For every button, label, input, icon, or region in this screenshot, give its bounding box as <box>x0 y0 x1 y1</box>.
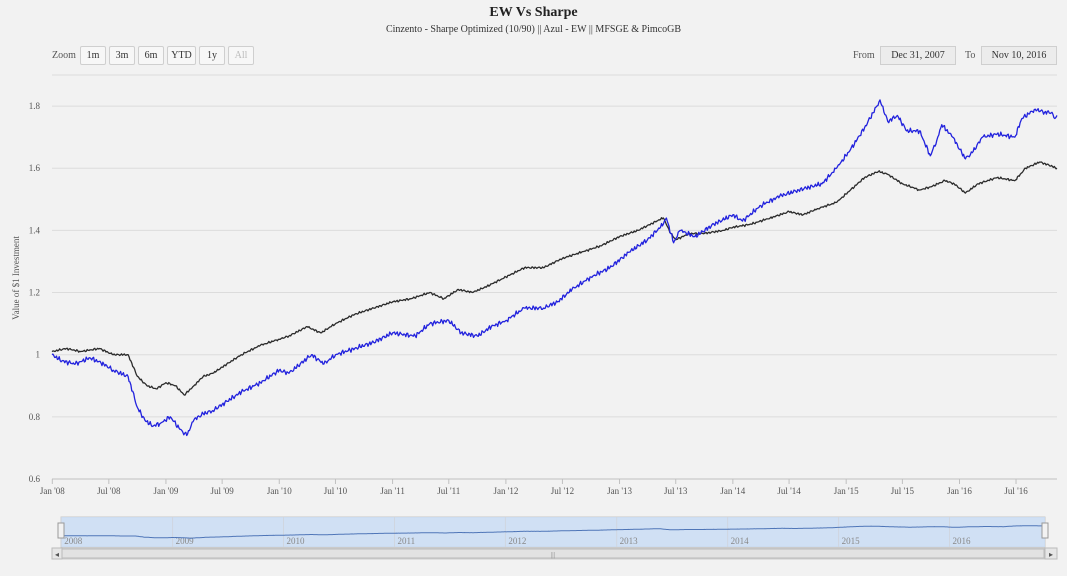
chart-title: EW Vs Sharpe <box>489 5 578 20</box>
navigator-year-label: 2010 <box>287 536 306 546</box>
x-tick-label: Jul '11 <box>437 486 460 496</box>
zoom-6m-button[interactable]: 6m <box>138 46 164 65</box>
navigator-year-ticks: 2008 2009 2010 2011 2012 2013 2014 2015 2016 <box>60 517 972 547</box>
scrollbar-grip-icon: ||| <box>551 551 555 559</box>
navigator-year-label: 2015 <box>842 536 861 546</box>
navigator-year-label: 2009 <box>176 536 195 546</box>
y-tick-label: 1.6 <box>29 163 41 173</box>
zoom-label: Zoom <box>52 50 76 61</box>
series-line-0 <box>51 161 1058 396</box>
x-tick-label: Jul '10 <box>324 486 348 496</box>
navigator-year-label: 2013 <box>620 536 639 546</box>
y-tick-label: 0.8 <box>29 412 41 422</box>
from-date-input[interactable]: Dec 31, 2007 <box>880 46 956 65</box>
x-tick-label: Jan '16 <box>947 486 972 496</box>
zoom-1y-button[interactable]: 1y <box>199 46 225 65</box>
navigator-year-label: 2011 <box>397 536 415 546</box>
y-tick-label: 0.6 <box>29 474 41 484</box>
x-tick-label: Jan '13 <box>607 486 632 496</box>
navigator-year-label: 2014 <box>731 536 750 546</box>
navigator-year-label: 2008 <box>64 536 83 546</box>
x-tick-label: Jan '12 <box>493 486 518 496</box>
x-tick-label: Jul '13 <box>664 486 688 496</box>
scroll-right-arrow-icon: ▸ <box>1049 550 1053 559</box>
x-tick-label: Jul '12 <box>551 486 574 496</box>
y-tick-label: 1.4 <box>29 225 41 235</box>
zoom-3m-button[interactable]: 3m <box>109 46 135 65</box>
grid-lines <box>52 74 1057 480</box>
to-label: To <box>965 50 976 61</box>
x-tick-label: Jan '08 <box>40 486 65 496</box>
from-label: From <box>853 50 875 61</box>
y-tick-label: 1 <box>36 350 41 360</box>
x-tick-label: Jul '08 <box>97 486 121 496</box>
zoom-all-button[interactable]: All <box>228 46 254 65</box>
navigator-right-handle[interactable] <box>1041 522 1049 539</box>
zoom-ytd-button[interactable]: YTD <box>167 46 196 65</box>
navigator-year-label: 2012 <box>508 536 526 546</box>
scrollbar-right-button[interactable] <box>1044 547 1058 560</box>
to-date-input[interactable]: Nov 10, 2016 <box>981 46 1057 65</box>
y-tick-label: 1.2 <box>29 288 40 298</box>
x-tick-label: Jul '16 <box>1004 486 1028 496</box>
series-lines <box>51 99 1058 437</box>
series-line-1 <box>51 99 1058 437</box>
x-tick-label: Jan '10 <box>267 486 292 496</box>
y-tick-label: 1.8 <box>29 101 41 111</box>
y-axis-ticks: 0.6 0.8 1 1.2 1.4 1.6 1.8 <box>29 101 41 484</box>
x-tick-label: Jan '09 <box>154 486 179 496</box>
x-axis-ticks: Jan '08 Jul '08 Jan '09 Jul '09 Jan '10 Jul '… <box>40 479 1028 496</box>
navigator-year-label: 2016 <box>953 536 972 546</box>
x-tick-label: Jul '14 <box>777 486 801 496</box>
navigator-left-handle[interactable] <box>57 522 65 539</box>
x-tick-label: Jan '11 <box>380 486 405 496</box>
scroll-left-arrow-icon: ◂ <box>55 550 59 559</box>
chart-subtitle: Cinzento - Sharpe Optimized (10/90) || A… <box>385 24 681 35</box>
navigator-series-line <box>61 525 1045 539</box>
x-tick-label: Jan '14 <box>720 486 745 496</box>
x-tick-label: Jan '15 <box>834 486 859 496</box>
scrollbar-left-button[interactable] <box>51 547 63 560</box>
zoom-1m-button[interactable]: 1m <box>80 46 106 65</box>
scrollbar[interactable]: ◂ ▸ ||| <box>51 547 1058 560</box>
navigator-selection-mask[interactable] <box>61 517 1045 547</box>
x-tick-label: Jul '09 <box>210 486 234 496</box>
y-axis-label: Value of $1 Investment <box>11 236 21 320</box>
x-tick-label: Jul '15 <box>891 486 915 496</box>
navigator[interactable]: 2008 2009 2010 2011 2012 2013 2014 2015 2016 <box>57 516 1049 548</box>
